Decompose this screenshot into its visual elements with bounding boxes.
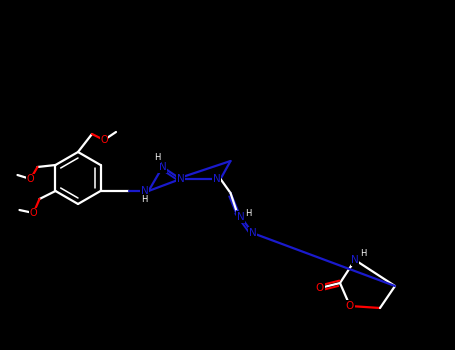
Text: N: N <box>237 212 244 222</box>
Text: H: H <box>154 154 161 162</box>
Text: H: H <box>245 210 252 218</box>
Text: O: O <box>27 174 34 184</box>
Text: N: N <box>212 174 220 184</box>
Text: N: N <box>248 228 256 238</box>
Text: O: O <box>316 283 324 293</box>
Text: O: O <box>100 135 108 145</box>
Text: O: O <box>30 208 37 218</box>
Text: H: H <box>142 196 148 204</box>
Text: N: N <box>141 186 148 196</box>
Text: N: N <box>351 255 359 265</box>
Text: H: H <box>360 250 366 259</box>
Text: N: N <box>177 174 184 184</box>
Text: O: O <box>346 301 354 311</box>
Text: N: N <box>159 162 167 172</box>
